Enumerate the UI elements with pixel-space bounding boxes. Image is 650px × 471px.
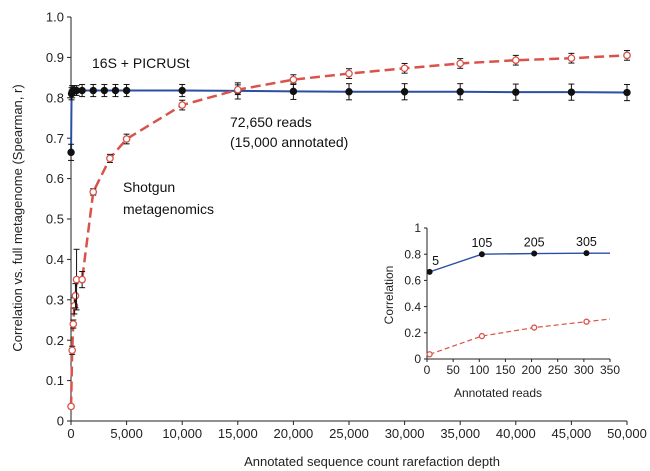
main-shotgun-point [289,75,298,84]
main-y-tick-label: 0.1 [46,373,64,388]
main-x-tick-label: 5,000 [110,426,143,441]
main-picrust-point [67,148,75,157]
main-picrust-point [400,88,409,96]
inset-shotgun-point [426,351,433,358]
inset-y-tick-label: 0.6 [404,274,421,288]
inset-picrust-point-label: 305 [576,235,597,249]
inset-x-tick-label: 50 [446,363,460,377]
inset-picrust-point-label: 205 [524,236,545,250]
main-picrust-point [89,86,97,95]
inset-picrust-series-line [429,252,610,273]
main-picrust-point [623,88,631,97]
main-shotgun-point [511,56,520,65]
main-x-tick-label: 40,000 [496,426,536,441]
main-picrust-point [78,86,86,95]
main-x-tick-label: 50,000 [607,426,647,441]
shotgun-series-label-line2: metagenomics [123,201,214,217]
main-picrust-point [567,88,576,96]
main-picrust-point [289,87,298,96]
main-y-tick-label: 0 [57,414,64,429]
inset-shotgun-point [583,318,590,325]
inset-picrust-point [583,250,590,257]
main-x-tick-label: 25,000 [329,426,369,441]
inset-picrust-point-label: 5 [432,254,439,268]
inset-x-tick-label: 300 [574,363,594,377]
inset-y-tick-label: 1 [414,221,421,235]
main-shotgun-series-line [69,54,628,407]
main-y-tick-label: 0.2 [46,333,64,348]
main-x-tick-label: 20,000 [274,426,314,441]
main-x-tick-label: 45,000 [552,426,592,441]
main-y-tick-label: 1.0 [46,10,64,25]
main-x-tick-label: 15,000 [218,426,258,441]
picrust-series-label: 16S + PICRUSt [92,55,190,71]
inset-shotgun-point [531,324,538,331]
main-plot: 0 5,000 10,000 15,000 20,000 25,000 30,000 35,0… [46,10,647,441]
inset-x-tick-label: 350 [600,363,620,377]
main-shotgun-point [178,101,187,109]
main-picrust-point [345,88,353,96]
inset-shotgun-point [478,332,486,340]
main-x-tick-label: 30,000 [385,426,425,441]
inset-y-tick-label: 0.2 [404,326,421,340]
main-y-tick-label: 0.7 [46,131,64,146]
y-axis-label: Correlation vs. full metagenome (Spearma… [10,84,25,351]
main-picrust-point [100,86,109,95]
main-shotgun-point [567,54,576,63]
main-x-tick-label: 10,000 [162,426,202,441]
inset-picrust-point [531,250,538,257]
main-shotgun-point [623,51,631,60]
reads-annotation-line2: (15,000 annotated) [230,134,348,150]
inset-x-tick-label: 100 [469,363,489,377]
main-x-tick-label: 35,000 [440,426,480,441]
main-shotgun-point [68,346,77,355]
inset-y-tick-label: 0 [414,352,421,366]
main-y-tick-label: 0.6 [46,171,64,186]
main-shotgun-point [233,85,242,94]
inset-plot: 0 50 100 150 200 250 300 350 0 0.2 0.4 0.6 0.8 1 5 105 2… [404,221,620,377]
main-x-tick-label: 0 [67,426,74,441]
main-picrust-point [111,86,120,95]
main-shotgun-point [456,59,465,68]
inset-x-tick-label: 150 [495,363,515,377]
main-shotgun-point [71,291,80,300]
inset-y-tick-label: 0.8 [404,247,421,261]
shotgun-series-label-line1: Shotgun [123,179,175,195]
main-shotgun-point [89,188,98,196]
main-shotgun-point [69,320,78,328]
main-picrust-point [122,86,131,95]
inset-x-tick-label: 250 [548,363,568,377]
main-shotgun-point [345,69,353,78]
inset-y-axis-label: Correlation [382,266,396,325]
inset-y-tick-label: 0.4 [404,300,421,314]
inset-picrust-point [426,268,433,275]
main-shotgun-point [400,64,409,73]
main-picrust-point [512,88,520,96]
main-y-tick-label: 0.8 [46,90,64,105]
inset-shotgun-series-line [429,318,611,355]
main-shotgun-point [67,402,75,411]
main-picrust-point [178,86,186,95]
main-shotgun-point [106,154,114,163]
main-y-tick-label: 0.5 [46,212,64,227]
main-y-tick-label: 0.3 [46,292,64,307]
main-y-tick-label: 0.4 [46,252,64,267]
x-axis-label: Annotated sequence count rarefaction dep… [244,454,500,469]
inset-picrust-point-label: 105 [471,236,492,250]
main-shotgun-point [78,275,86,284]
inset-x-tick-label: 0 [424,363,431,377]
main-y-tick-label: 0.9 [46,50,64,65]
inset-picrust-point [478,251,485,258]
inset-x-tick-label: 200 [522,363,542,377]
inset-x-axis-label: Annotated reads [454,386,542,400]
main-shotgun-point [122,135,131,143]
reads-annotation-line1: 72,650 reads [230,114,312,130]
main-picrust-point [456,88,464,96]
